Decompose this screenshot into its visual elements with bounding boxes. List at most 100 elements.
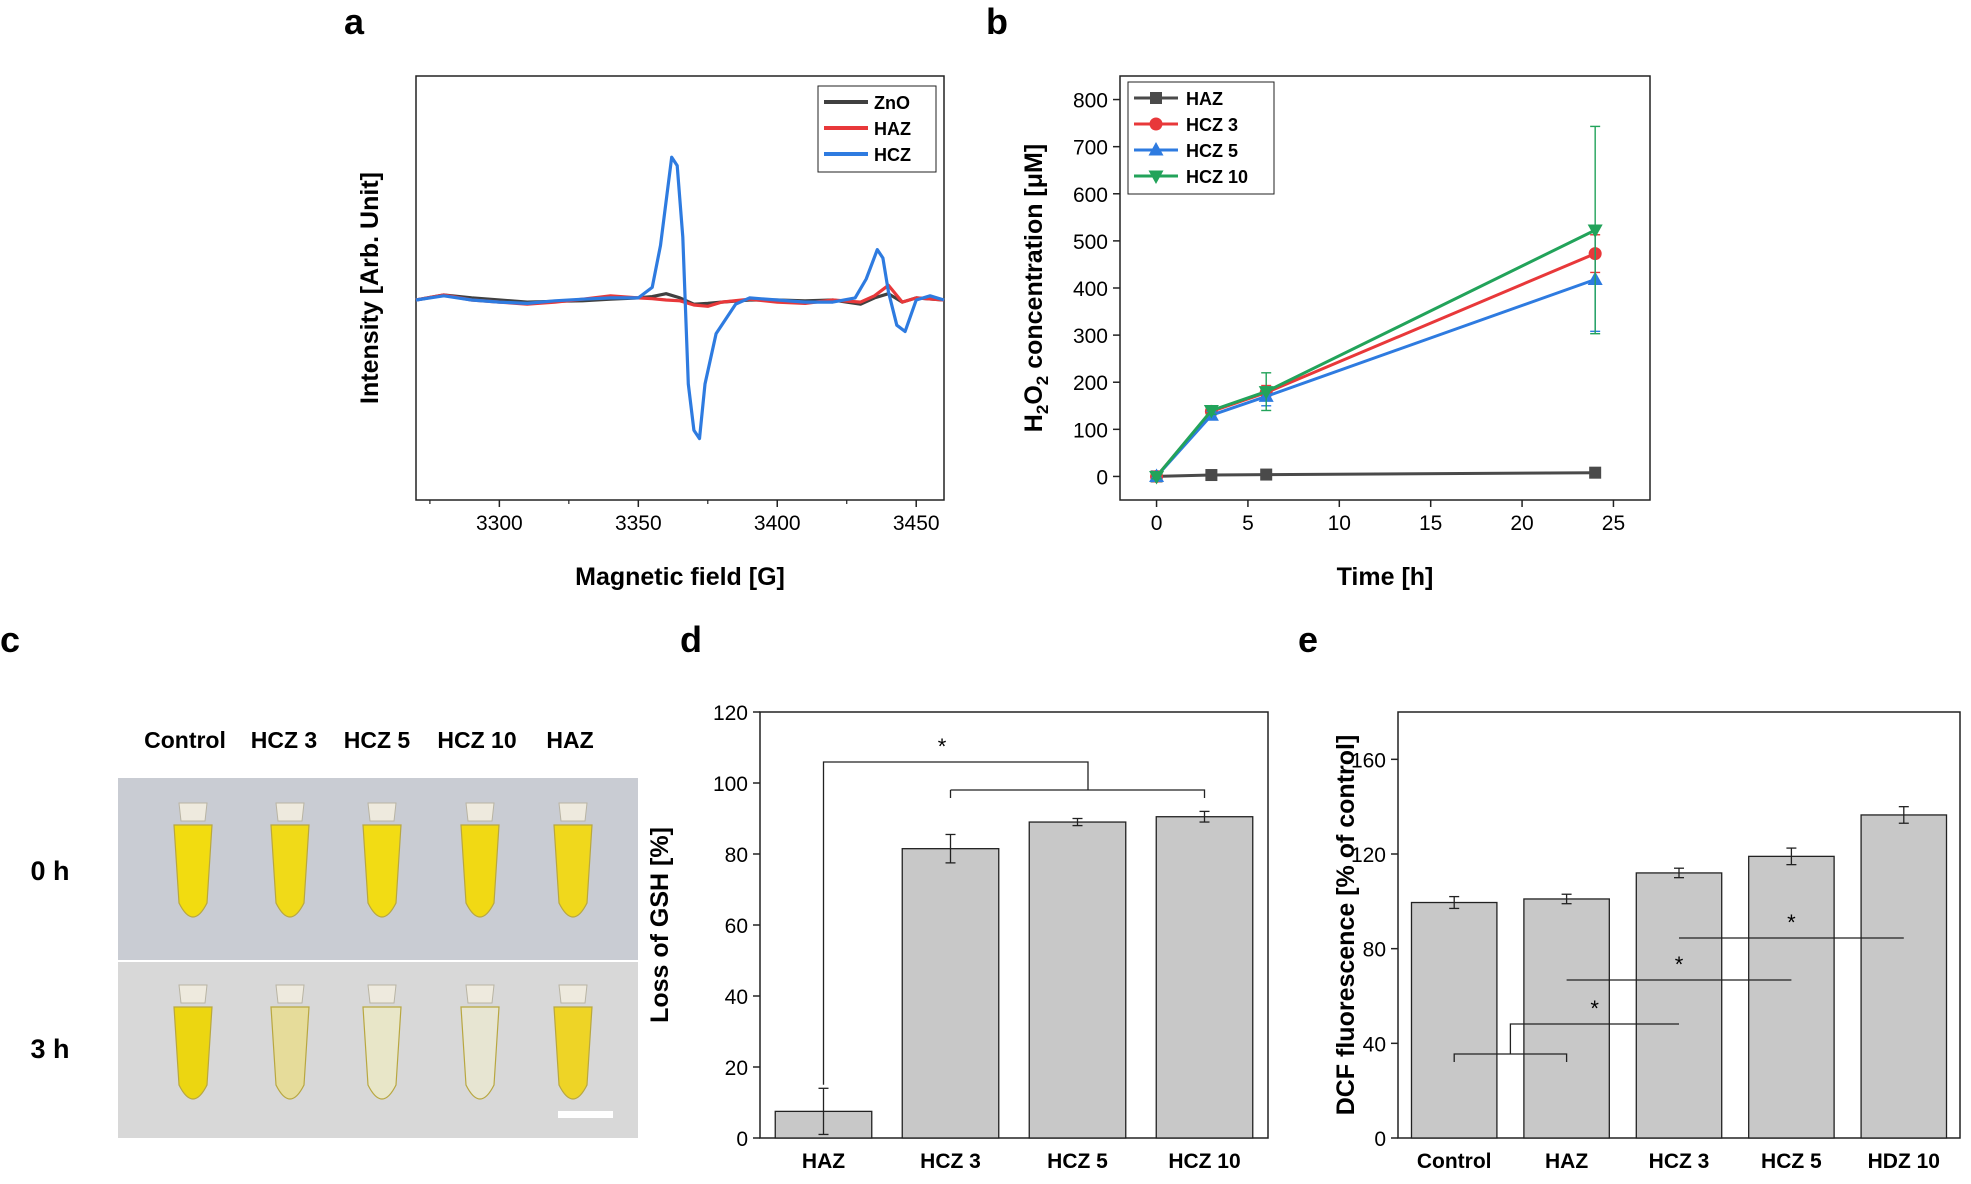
y-tick-label: 400	[1073, 278, 1108, 301]
y-tick-label: 200	[1073, 372, 1108, 395]
photo-column-label: HCZ 5	[344, 727, 411, 753]
significance-star: *	[1787, 910, 1796, 935]
tube-cap	[367, 984, 397, 1004]
y-axis-label: Loss of GSH [%]	[646, 827, 674, 1023]
y-axis-label-part: 2	[1033, 405, 1052, 414]
bar	[901, 848, 1000, 1139]
tube-cap	[178, 802, 208, 822]
photo-column-label: HCZ 3	[251, 727, 317, 753]
x-tick-label: 5	[1242, 512, 1254, 535]
significance-star: *	[1590, 996, 1599, 1021]
plot-frame	[415, 75, 945, 501]
tube-body	[270, 1006, 310, 1100]
tube-cap	[178, 984, 208, 1004]
chart-a-epr: 3300 3350 3400 3450 Magnetic field [G] Intens…	[356, 75, 945, 591]
legend-marker	[1149, 117, 1163, 131]
scale-bar	[558, 1111, 613, 1118]
x-tick-label: 20	[1510, 512, 1533, 535]
bar	[1155, 816, 1254, 1139]
y-axis-label-part: concentration [μM]	[1020, 144, 1048, 376]
x-tick-label: HAZ	[1545, 1150, 1588, 1173]
photo-column-label: Control	[144, 727, 226, 753]
y-tick-label: 600	[1073, 184, 1108, 207]
legend-label: HAZ	[874, 119, 911, 139]
x-tick-label: HCZ 3	[920, 1150, 981, 1173]
y-tick-label: 700	[1073, 137, 1108, 160]
x-tick-label: HDZ 10	[1868, 1150, 1940, 1173]
x-tick-label: HCZ 5	[1761, 1150, 1822, 1173]
y-tick-label: 120	[713, 702, 748, 725]
y-tick-label: 160	[1351, 749, 1386, 772]
bar	[1523, 898, 1610, 1139]
y-tick-label: 20	[725, 1057, 748, 1080]
legend-marker	[1150, 92, 1162, 104]
tube-0h	[173, 802, 213, 918]
panel-letter-b: b	[986, 1, 1008, 42]
tube-body	[173, 1006, 213, 1100]
x-tick-label: 3350	[615, 512, 662, 535]
y-tick-label: 0	[1374, 1128, 1386, 1151]
photo-column-label: HAZ	[546, 727, 593, 753]
significance-bracket	[822, 761, 1089, 1085]
series-line-hcz	[415, 155, 945, 441]
tube-body	[270, 824, 310, 918]
y-tick-label: 80	[1363, 939, 1386, 962]
y-tick-label: 300	[1073, 325, 1108, 348]
data-point	[1260, 468, 1273, 481]
tube-3h	[270, 984, 310, 1100]
series-line-hcz-10	[1155, 228, 1596, 478]
x-tick-label: HAZ	[802, 1150, 845, 1173]
y-tick-label: 100	[713, 773, 748, 796]
tube-body	[553, 1006, 593, 1100]
series-line-hcz-5	[1155, 278, 1596, 478]
legend-marker	[1148, 142, 1164, 156]
x-tick-label: 3400	[754, 512, 801, 535]
x-tick-label: 15	[1419, 512, 1442, 535]
photo-c-tubes: Control HCZ 3 HCZ 5 HCZ 10 HAZ 0 h 3 h	[30, 727, 638, 1138]
x-axis-label: Magnetic field [G]	[575, 563, 785, 591]
chart-d-gsh: 0 20 40 60 80 100 120 Loss of GSH [%] HAZ HCZ 3 HC…	[646, 702, 1269, 1173]
legend-label: ZnO	[874, 93, 910, 113]
y-axis-label: Intensity [Arb. Unit]	[356, 172, 384, 404]
x-tick-label: HCZ 3	[1649, 1150, 1710, 1173]
tube-0h	[362, 802, 402, 918]
panel-letter-a: a	[344, 1, 365, 42]
x-tick-label: HCZ 5	[1047, 1150, 1108, 1173]
legend-label: HCZ 5	[1186, 141, 1238, 161]
tube-body	[553, 824, 593, 918]
bar	[1860, 814, 1948, 1139]
photo-row-label: 3 h	[30, 1034, 69, 1064]
series-line-hcz-3	[1155, 252, 1596, 478]
photo-row-label: 0 h	[30, 856, 69, 886]
tube-3h	[173, 984, 213, 1100]
data-point	[1587, 224, 1603, 239]
bar	[1748, 855, 1835, 1139]
tube-body	[460, 1006, 500, 1100]
data-point	[1258, 386, 1274, 400]
photo-column-label: HCZ 10	[437, 727, 516, 753]
y-tick-label: 40	[725, 986, 748, 1009]
x-tick-label: Control	[1417, 1150, 1492, 1173]
bar	[1028, 821, 1127, 1139]
y-tick-label: 0	[1096, 466, 1108, 489]
significance-bracket	[950, 789, 1206, 798]
x-tick-label: HCZ 10	[1168, 1150, 1240, 1173]
y-tick-label: 100	[1073, 419, 1108, 442]
panel-letter-c: c	[0, 619, 20, 660]
y-axis-label-part: O	[1020, 385, 1048, 404]
tube-body	[362, 824, 402, 918]
y-axis-label: H2O2 concentration [μM]	[1020, 144, 1052, 432]
y-tick-label: 500	[1073, 231, 1108, 254]
tube-0h	[270, 802, 310, 918]
y-axis-label-part: 2	[1033, 376, 1052, 385]
y-tick-label: 40	[1363, 1033, 1386, 1056]
y-tick-label: 800	[1073, 90, 1108, 113]
x-tick-label: 3450	[893, 512, 940, 535]
x-tick-label: 25	[1602, 512, 1625, 535]
legend-label: HAZ	[1186, 89, 1223, 109]
tube-body	[362, 1006, 402, 1100]
series-line-haz	[1156, 471, 1596, 478]
x-tick-label: 0	[1151, 512, 1163, 535]
legend-label: HCZ	[874, 145, 911, 165]
